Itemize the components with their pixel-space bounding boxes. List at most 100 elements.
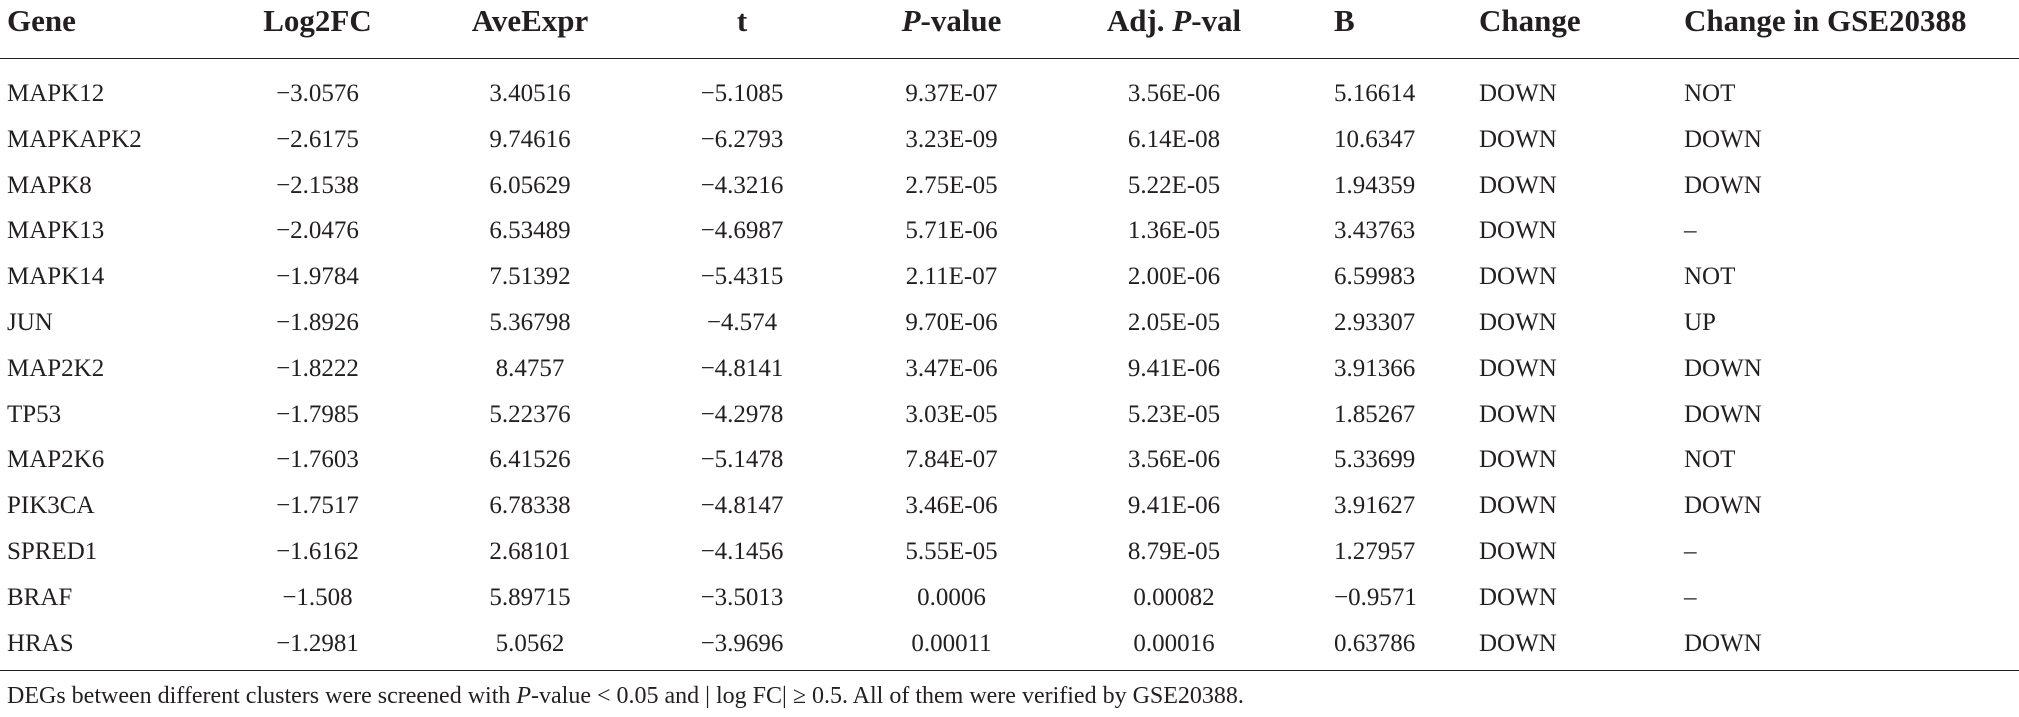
cell-change-gse: NOT	[1684, 80, 1736, 107]
cell-t: −5.4315	[700, 263, 784, 291]
cell-pvalue: 3.23E-09	[905, 125, 998, 153]
cell-adjp: 1.36E-05	[1127, 217, 1221, 245]
cell-t: −4.1456	[700, 537, 784, 565]
cell-change-gse: DOWN	[1684, 629, 1762, 657]
cell-gene: TP53	[7, 400, 62, 428]
cell-change: DOWN	[1479, 80, 1557, 107]
cell-b: 1.85267	[1334, 400, 1416, 428]
table-row: BRAF −1.508 5.89715 −3.5013 0.0006 0.00082 −0.…	[0, 575, 2019, 621]
cell-adjp: 5.22E-05	[1127, 171, 1221, 199]
header-pvalue-rest: -value	[920, 3, 1002, 38]
cell-t: −3.9696	[700, 629, 784, 657]
cell-b: 0.63786	[1334, 629, 1416, 657]
cell-b: −0.9571	[1334, 583, 1417, 611]
cell-change-gse: –	[1684, 583, 1697, 611]
cell-pvalue: 5.71E-06	[905, 217, 998, 245]
cell-change: DOWN	[1479, 446, 1557, 474]
cell-adjp: 3.56E-06	[1127, 446, 1221, 474]
cell-change: DOWN	[1479, 583, 1557, 611]
cell-log2fc: −2.1538	[276, 171, 359, 199]
cell-t: −4.6987	[700, 217, 784, 245]
cell-b: 6.59983	[1334, 263, 1416, 291]
cell-adjp: 0.00016	[1133, 629, 1215, 657]
cell-gene: HRAS	[7, 629, 74, 657]
header-pvalue-p: P	[901, 3, 921, 38]
cell-t: −4.574	[706, 308, 778, 336]
cell-aveexpr: 9.74616	[489, 125, 571, 153]
cell-adjp: 2.00E-06	[1127, 263, 1221, 291]
table-row: MAP2K2 −1.8222 8.4757 −4.8141 3.47E-06 9.41E-…	[0, 346, 2019, 392]
cell-change: DOWN	[1479, 263, 1557, 291]
cell-aveexpr: 3.40516	[489, 80, 571, 107]
cell-pvalue: 3.03E-05	[905, 400, 998, 428]
header-adjp-rest: -val	[1191, 3, 1242, 38]
cell-aveexpr: 5.22376	[489, 400, 571, 428]
footnote-divider	[0, 670, 2019, 671]
deg-table-container: Gene Log2FC AveExpr t P-value Adj. P-val…	[0, 0, 2019, 667]
cell-change: DOWN	[1479, 308, 1557, 336]
cell-change: DOWN	[1479, 217, 1557, 245]
header-adj-pval: Adj. P-val	[1054, 0, 1294, 59]
cell-gene: MAP2K2	[7, 354, 105, 382]
cell-pvalue: 0.00011	[911, 629, 992, 657]
header-b: B	[1334, 3, 1355, 38]
cell-log2fc: −1.9784	[276, 263, 359, 291]
header-adjp-prefix: Adj.	[1106, 3, 1173, 38]
cell-log2fc: −1.7985	[276, 400, 359, 428]
cell-log2fc: −1.7517	[276, 492, 359, 520]
table-row: MAPKAPK2 −2.6175 9.74616 −6.2793 3.23E-09 6.1…	[0, 117, 2019, 163]
cell-pvalue: 3.46E-06	[905, 492, 998, 520]
cell-change-gse: DOWN	[1684, 492, 1762, 520]
cell-t: −3.5013	[700, 583, 784, 611]
table-row: MAPK12 −3.0576 3.40516 −5.1085 9.37E-07 3.56E…	[0, 59, 2019, 117]
table-row: HRAS −1.2981 5.0562 −3.9696 0.00011 0.00016 0.…	[0, 621, 2019, 667]
table-body: MAPK12 −3.0576 3.40516 −5.1085 9.37E-07 3.56E…	[0, 59, 2019, 667]
cell-aveexpr: 5.89715	[489, 583, 571, 611]
cell-change-gse: –	[1684, 217, 1697, 245]
cell-aveexpr: 5.0562	[495, 629, 565, 657]
cell-b: 3.91366	[1334, 354, 1416, 382]
cell-aveexpr: 5.36798	[489, 308, 571, 336]
table-row: MAPK13 −2.0476 6.53489 −4.6987 5.71E-06 1.36E…	[0, 208, 2019, 254]
cell-t: −4.8147	[700, 492, 784, 520]
cell-adjp: 9.41E-06	[1127, 492, 1221, 520]
cell-gene: MAPK14	[7, 263, 105, 291]
cell-change: DOWN	[1479, 171, 1557, 199]
cell-change: DOWN	[1479, 629, 1557, 657]
table-row: MAP2K6 −1.7603 6.41526 −5.1478 7.84E-07 3.56E…	[0, 437, 2019, 483]
header-change-gse20388: Change in GSE20388	[1684, 3, 1967, 38]
header-t: t	[736, 3, 748, 38]
cell-pvalue: 3.47E-06	[905, 354, 998, 382]
cell-adjp: 0.00082	[1133, 583, 1215, 611]
cell-b: 10.6347	[1334, 125, 1416, 153]
cell-adjp: 2.05E-05	[1127, 308, 1221, 336]
table-footnote: DEGs between different clusters were scr…	[7, 678, 1244, 714]
cell-log2fc: −1.7603	[276, 446, 359, 474]
cell-b: 1.27957	[1334, 537, 1416, 565]
cell-change: DOWN	[1479, 125, 1557, 153]
deg-table: Gene Log2FC AveExpr t P-value Adj. P-val…	[0, 0, 2019, 667]
cell-adjp: 8.79E-05	[1127, 537, 1221, 565]
cell-b: 5.16614	[1334, 80, 1416, 107]
header-change: Change	[1479, 3, 1581, 38]
cell-gene: BRAF	[7, 583, 73, 611]
cell-pvalue: 2.11E-07	[905, 263, 998, 291]
footnote-text-p: P	[516, 683, 532, 709]
cell-change: DOWN	[1479, 492, 1557, 520]
cell-gene: MAPKAPK2	[7, 125, 142, 153]
cell-log2fc: −2.6175	[276, 125, 359, 153]
header-log2fc: Log2FC	[263, 3, 372, 38]
cell-aveexpr: 2.68101	[489, 537, 571, 565]
cell-change-gse: DOWN	[1684, 171, 1762, 199]
cell-pvalue: 2.75E-05	[905, 171, 998, 199]
table-row: MAPK14 −1.9784 7.51392 −5.4315 2.11E-07 2.00E…	[0, 254, 2019, 300]
cell-change-gse: DOWN	[1684, 125, 1762, 153]
cell-aveexpr: 6.53489	[489, 217, 571, 245]
cell-pvalue: 9.70E-06	[905, 308, 998, 336]
header-aveexpr: AveExpr	[471, 3, 589, 38]
cell-change-gse: DOWN	[1684, 400, 1762, 428]
table-row: TP53 −1.7985 5.22376 −4.2978 3.03E-05 5.23E-0…	[0, 392, 2019, 438]
cell-log2fc: −1.8222	[276, 354, 359, 382]
cell-log2fc: −1.6162	[276, 537, 359, 565]
cell-log2fc: −1.2981	[276, 629, 359, 657]
